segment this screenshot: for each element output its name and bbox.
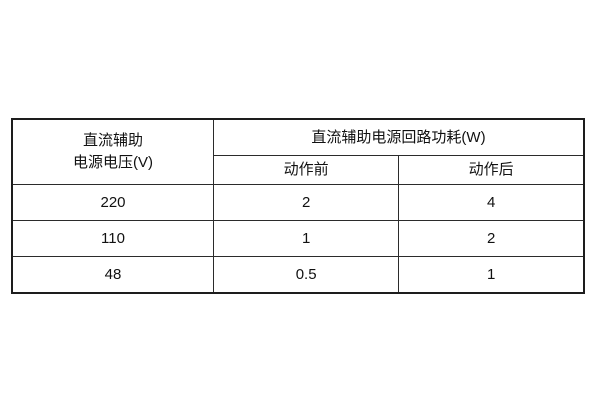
header-voltage-line1: 直流辅助 — [82, 132, 143, 150]
cell-before: 1 — [212, 220, 400, 257]
header-cell-after: 动作后 — [398, 155, 585, 185]
table-row: 48 0.5 1 — [11, 256, 585, 294]
table-row: 110 1 2 — [11, 220, 585, 257]
cell-after: 1 — [398, 256, 585, 294]
header-cell-voltage: 直流辅助 电源电压(V) — [11, 118, 214, 185]
cell-after: 2 — [398, 220, 585, 257]
header-voltage-line2: 电源电压(V) — [73, 154, 153, 171]
table-row: 220 2 4 — [11, 184, 585, 221]
cell-after: 4 — [398, 184, 585, 221]
cell-voltage: 220 — [11, 184, 214, 221]
cell-before: 2 — [212, 184, 400, 221]
table-header-row-secondary: 动作前 动作后 — [12, 155, 585, 185]
header-cell-power-group: 直流辅助电源回路功耗(W) — [213, 118, 585, 156]
dc-auxiliary-power-table: 直流辅助 电源电压(V) 直流辅助电源回路功耗(W) 动作前 动作后 220 2… — [11, 118, 585, 294]
spec-table-container: 直流辅助 电源电压(V) 直流辅助电源回路功耗(W) 动作前 动作后 220 2… — [11, 118, 585, 294]
cell-voltage: 48 — [11, 256, 214, 294]
table-header-row-primary: 直流辅助 电源电压(V) 直流辅助电源回路功耗(W) — [11, 118, 585, 185]
cell-voltage: 110 — [11, 220, 214, 257]
table-body: 直流辅助 电源电压(V) 直流辅助电源回路功耗(W) 动作前 动作后 220 2… — [11, 118, 585, 294]
header-cell-before: 动作前 — [212, 155, 400, 185]
cell-before: 0.5 — [212, 256, 400, 294]
